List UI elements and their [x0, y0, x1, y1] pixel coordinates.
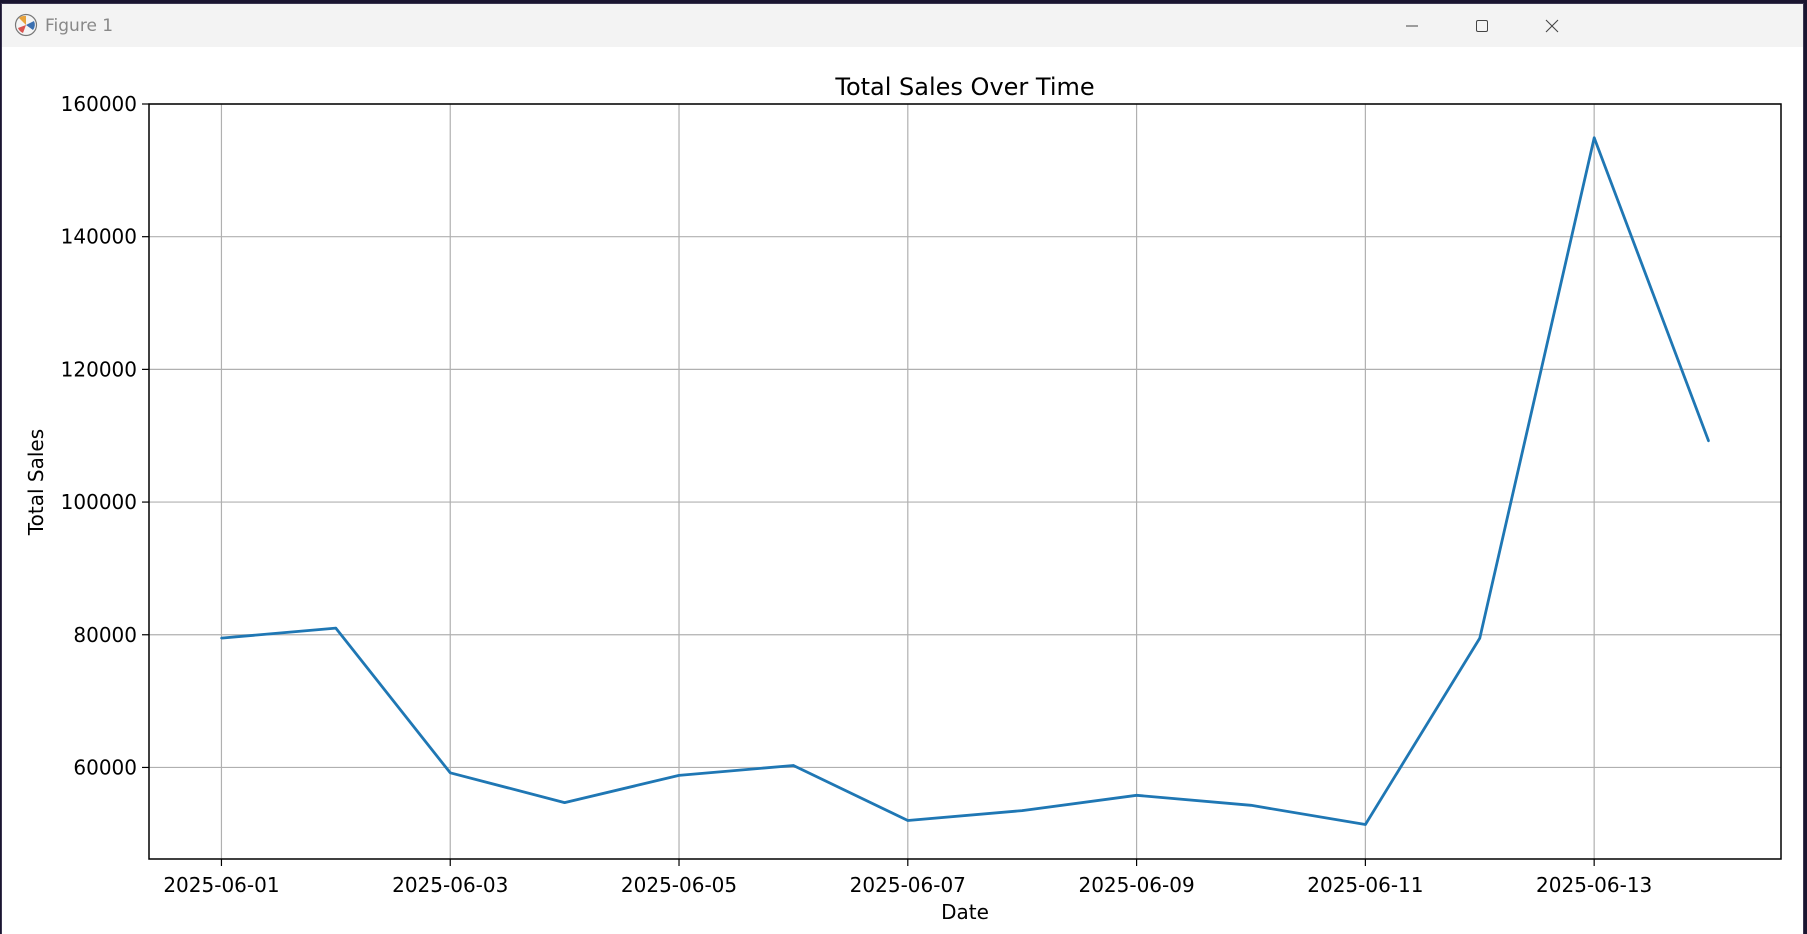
x-axis-label: Date — [941, 900, 989, 924]
grid — [149, 103, 1781, 859]
data-point — [677, 774, 681, 777]
data-point — [1478, 636, 1481, 640]
data-point — [792, 764, 795, 767]
data-point — [449, 771, 452, 774]
chart-title: Total Sales Over Time — [834, 73, 1094, 101]
y-tick-label: 100000 — [61, 490, 137, 514]
data-point — [220, 636, 223, 640]
x-tick-label: 2025-06-09 — [1078, 873, 1194, 897]
y-axis-label: Total Sales — [24, 429, 48, 536]
matplotlib-icon — [14, 13, 38, 37]
data-point — [334, 626, 338, 630]
series-line-total-sales — [221, 136, 1710, 826]
figure-window: Figure 1 2025-06-01 2025-06-03 2025-06-05 2… — [2, 4, 1803, 934]
y-tick-label: 140000 — [61, 225, 137, 249]
data-point — [1364, 823, 1367, 826]
data-point — [1592, 136, 1596, 140]
maximize-button[interactable] — [1447, 4, 1517, 47]
x-tick-label: 2025-06-03 — [392, 873, 508, 897]
data-point — [1020, 809, 1024, 812]
close-button[interactable] — [1517, 4, 1587, 47]
data-point — [563, 801, 566, 804]
window-title: Figure 1 — [45, 16, 114, 36]
data-point — [906, 819, 910, 822]
plot-frame — [148, 103, 1782, 860]
y-tick-label: 60000 — [73, 755, 137, 779]
line-chart: 2025-06-01 2025-06-03 2025-06-05 2025-06-07… — [24, 73, 1782, 924]
maximize-icon — [1476, 19, 1488, 32]
minimize-button[interactable] — [1377, 4, 1447, 47]
x-tick-label: 2025-06-05 — [621, 873, 737, 897]
series-points — [220, 136, 1710, 826]
y-tick-label: 80000 — [73, 623, 137, 647]
x-tick-label: 2025-06-07 — [850, 873, 966, 897]
data-point — [1249, 804, 1253, 807]
y-tick-label: 160000 — [61, 92, 137, 116]
y-tick-label: 120000 — [61, 357, 137, 381]
data-point — [1135, 794, 1138, 797]
axis-ticks: 2025-06-01 2025-06-03 2025-06-05 2025-06-07… — [61, 92, 1653, 897]
x-tick-label: 2025-06-13 — [1536, 873, 1652, 897]
x-tick-label: 2025-06-01 — [163, 873, 279, 897]
x-tick-label: 2025-06-11 — [1307, 873, 1423, 897]
close-icon — [1545, 19, 1559, 32]
data-point — [1707, 439, 1710, 443]
title-bar[interactable]: Figure 1 — [2, 4, 1803, 47]
minimize-icon — [1406, 25, 1418, 26]
